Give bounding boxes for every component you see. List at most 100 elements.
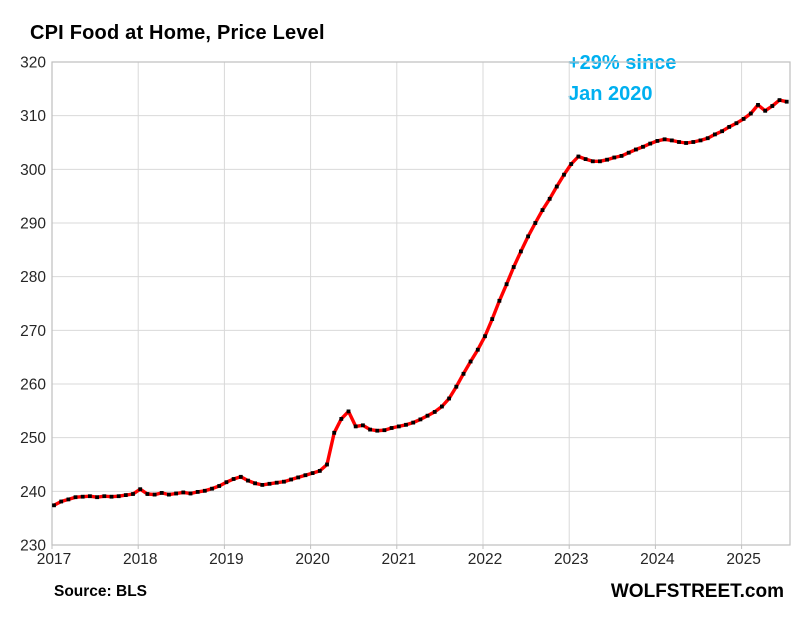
data-point-marker bbox=[361, 423, 365, 428]
data-point-marker bbox=[777, 98, 782, 102]
data-point-marker bbox=[411, 420, 416, 425]
data-point-marker bbox=[634, 147, 638, 152]
data-point-marker bbox=[447, 396, 451, 401]
data-point-marker bbox=[303, 473, 308, 478]
data-point-marker bbox=[95, 495, 99, 500]
data-point-marker bbox=[554, 184, 559, 189]
y-axis-label: 310 bbox=[20, 108, 46, 125]
source-note: Source: BLS bbox=[54, 583, 148, 600]
y-axis-label: 290 bbox=[20, 216, 46, 233]
data-point-marker bbox=[317, 469, 322, 473]
data-point-marker bbox=[684, 141, 688, 145]
y-axis-label: 280 bbox=[20, 269, 46, 286]
data-point-marker bbox=[282, 479, 286, 484]
y-axis-label: 300 bbox=[20, 162, 46, 179]
data-point-marker bbox=[123, 493, 128, 497]
data-point-marker bbox=[562, 172, 566, 177]
data-point-marker bbox=[274, 480, 279, 485]
data-point-marker bbox=[131, 492, 135, 496]
x-axis-label: 2020 bbox=[295, 551, 330, 568]
y-axis-label: 260 bbox=[20, 377, 46, 394]
data-point-marker bbox=[389, 426, 394, 430]
data-point-marker bbox=[375, 428, 380, 433]
data-point-marker bbox=[511, 265, 516, 269]
data-point-marker bbox=[590, 159, 595, 164]
data-point-marker bbox=[540, 208, 545, 212]
y-axis-label: 320 bbox=[20, 55, 46, 72]
data-point-marker bbox=[475, 347, 480, 352]
data-point-marker bbox=[519, 249, 523, 254]
data-point-marker bbox=[404, 422, 408, 427]
data-point-marker bbox=[80, 494, 85, 499]
data-point-marker bbox=[648, 141, 653, 146]
data-point-marker bbox=[483, 334, 487, 339]
data-point-marker bbox=[296, 475, 301, 480]
data-point-marker bbox=[116, 494, 121, 499]
data-point-marker bbox=[224, 480, 229, 485]
pct-change-annotation: +29% since Jan 2020 bbox=[568, 48, 676, 110]
data-point-marker bbox=[576, 154, 581, 159]
data-point-marker bbox=[612, 155, 617, 160]
data-point-marker bbox=[547, 196, 552, 201]
data-point-marker bbox=[195, 490, 200, 494]
chart-title: CPI Food at Home, Price Level bbox=[30, 22, 325, 44]
data-point-marker bbox=[763, 108, 768, 113]
data-point-marker bbox=[533, 221, 538, 225]
data-point-marker bbox=[167, 492, 171, 497]
data-point-marker bbox=[310, 471, 315, 475]
data-point-marker bbox=[368, 427, 372, 432]
data-point-marker bbox=[88, 494, 92, 499]
x-axis-label: 2023 bbox=[554, 551, 588, 568]
data-point-marker bbox=[145, 492, 150, 496]
data-point-marker bbox=[231, 477, 236, 481]
x-axis-label: 2024 bbox=[640, 551, 675, 568]
data-point-marker bbox=[626, 150, 631, 155]
data-point-marker bbox=[727, 125, 732, 129]
x-axis-label: 2021 bbox=[382, 551, 416, 568]
data-point-marker bbox=[619, 154, 624, 158]
x-axis-label: 2018 bbox=[123, 551, 157, 568]
wolfstreet-watermark: WOLFSTREET.com bbox=[610, 581, 784, 602]
annotation-line1: +29% since bbox=[568, 52, 677, 74]
data-point-marker bbox=[490, 317, 495, 321]
data-point-marker bbox=[246, 478, 250, 483]
data-point-marker bbox=[583, 157, 588, 161]
data-point-marker bbox=[181, 490, 186, 495]
data-point-marker bbox=[59, 499, 64, 504]
data-point-marker bbox=[691, 140, 696, 144]
data-point-marker bbox=[756, 103, 760, 107]
data-point-marker bbox=[238, 474, 243, 479]
data-point-marker bbox=[396, 424, 401, 429]
data-point-marker bbox=[698, 138, 703, 143]
price-level-line bbox=[52, 98, 789, 507]
data-point-marker bbox=[705, 136, 710, 141]
data-point-marker bbox=[720, 129, 724, 134]
data-point-marker bbox=[418, 417, 423, 422]
data-point-marker bbox=[713, 132, 717, 137]
x-axis-label: 2019 bbox=[209, 551, 243, 568]
data-point-marker bbox=[662, 137, 667, 142]
data-point-marker bbox=[454, 384, 459, 389]
data-point-marker bbox=[339, 417, 344, 421]
data-point-marker bbox=[73, 495, 78, 500]
data-point-marker bbox=[332, 430, 337, 435]
data-point-marker bbox=[734, 121, 739, 126]
data-point-marker bbox=[174, 491, 178, 496]
data-point-marker bbox=[202, 488, 207, 493]
plot-border bbox=[51, 61, 791, 546]
data-point-marker bbox=[109, 494, 114, 499]
x-axis-label: 2017 bbox=[37, 551, 71, 568]
data-point-marker bbox=[569, 162, 574, 166]
data-point-marker bbox=[66, 497, 71, 502]
data-point-marker bbox=[598, 159, 602, 164]
data-point-marker bbox=[382, 428, 387, 433]
data-point-marker bbox=[468, 359, 473, 364]
data-point-marker bbox=[432, 410, 437, 414]
y-axis-label: 270 bbox=[20, 323, 46, 340]
data-point-marker bbox=[504, 282, 509, 287]
x-axis-label: 2025 bbox=[726, 551, 760, 568]
data-point-marker bbox=[784, 99, 789, 104]
data-point-marker bbox=[346, 409, 351, 414]
